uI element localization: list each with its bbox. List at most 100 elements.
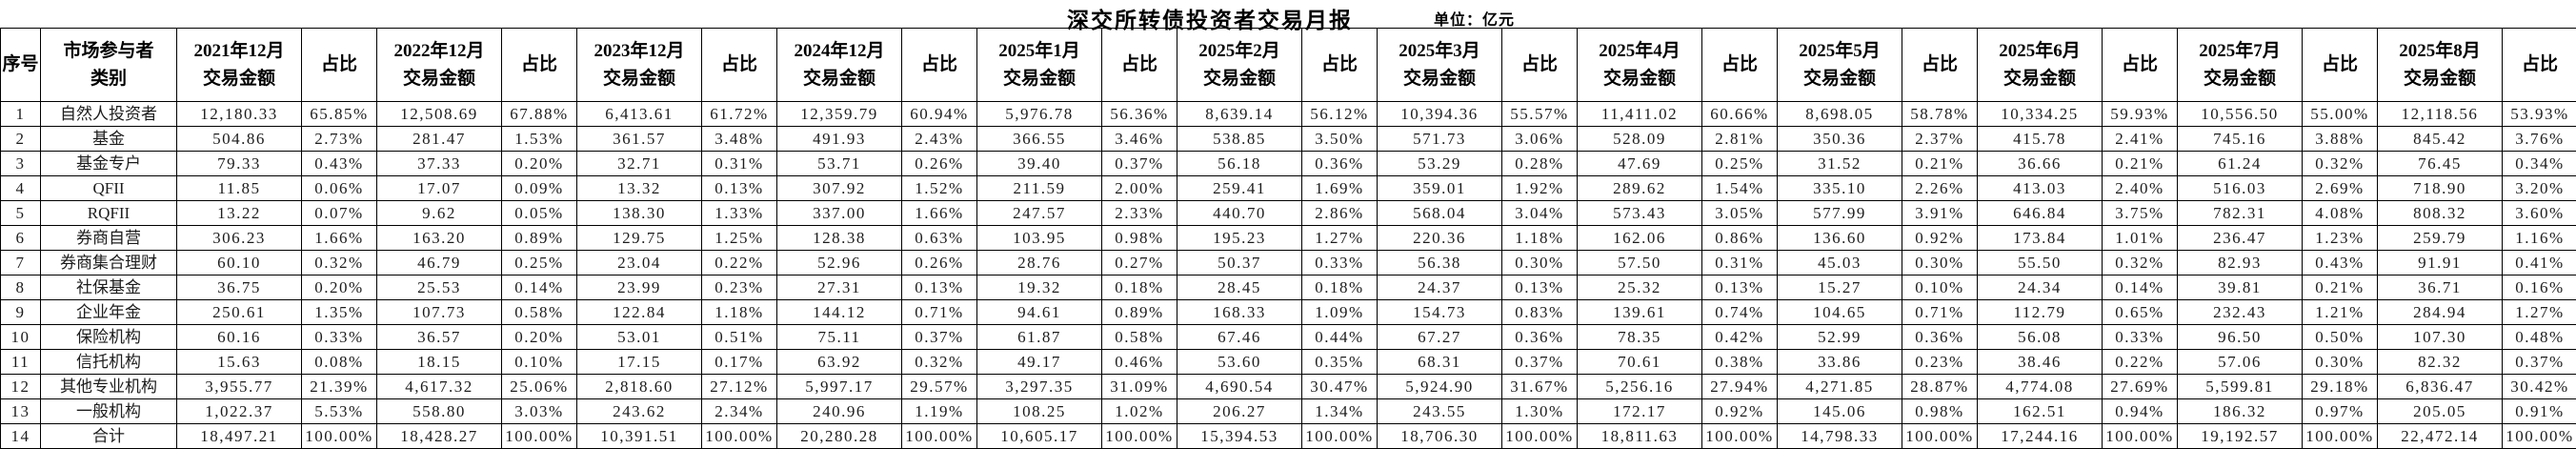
ratio-cell: 0.36%	[1301, 151, 1378, 176]
header-ratio-10-text: 占比	[2121, 54, 2158, 75]
participant-name-cell: 信托机构	[40, 349, 177, 375]
participant-name-cell: 保险机构	[40, 324, 177, 350]
header-month-amount-2-text: 交易金额	[402, 69, 475, 89]
ratio-cell: 1.30%	[1501, 398, 1578, 424]
amount-cell: 38.46	[1977, 349, 2103, 375]
header-month-amount-8: 2025年4月 交易金额	[1577, 28, 1702, 102]
table-row: 10 保险机构 60.16 0.33% 36.57 0.20% 53.01 0.51% 75.1…	[0, 324, 2576, 350]
table-header: 序号 市场参与者 类别 2021年12月 交易金额 占比 2022年12月 交易金额 占比 202…	[0, 28, 2576, 102]
ratio-cell: 0.37%	[1101, 151, 1177, 176]
participant-name-cell: 一般机构	[40, 398, 177, 424]
report-header: 深交所转债投资者交易月报 单位：亿元	[0, 0, 2576, 32]
header-month-amount-10-text: 交易金额	[2002, 69, 2076, 89]
row-no-cell: 7	[0, 250, 41, 276]
ratio-cell: 0.30%	[1501, 250, 1578, 276]
ratio-cell: 0.58%	[1101, 324, 1177, 350]
amount-cell: 82.93	[2177, 250, 2303, 276]
amount-cell: 366.55	[976, 126, 1102, 152]
ratio-cell: 0.23%	[1902, 349, 1978, 375]
header-ratio-7: 占比	[1501, 28, 1578, 102]
ratio-cell: 0.32%	[2102, 250, 2178, 276]
amount-cell: 18,497.21	[176, 423, 302, 449]
row-no-cell: 12	[0, 374, 41, 399]
header-month-amount-6-text: 交易金额	[1202, 69, 1276, 89]
ratio-cell: 0.35%	[1301, 349, 1378, 375]
ratio-cell: 56.12%	[1301, 101, 1378, 127]
ratio-cell: 0.23%	[701, 275, 777, 300]
header-row: 序号 市场参与者 类别 2021年12月 交易金额 占比 2022年12月 交易金额 占比 202…	[0, 28, 2576, 102]
header-month-amount-6: 2025年2月 交易金额	[1177, 28, 1302, 102]
ratio-cell: 2.86%	[1301, 200, 1378, 226]
ratio-cell: 0.58%	[501, 299, 577, 325]
table-body: 1 自然人投资者 12,180.33 65.85% 12,508.69 67.88% 6,4…	[0, 101, 2576, 449]
ratio-cell: 1.54%	[1701, 175, 1778, 201]
amount-cell: 45.03	[1777, 250, 1902, 276]
ratio-cell: 100.00%	[1301, 423, 1378, 449]
amount-cell: 61.24	[2177, 151, 2303, 176]
row-no-cell: 10	[0, 324, 41, 350]
amount-cell: 12,180.33	[176, 101, 302, 127]
ratio-cell: 0.48%	[2502, 324, 2576, 350]
amount-cell: 53.71	[776, 151, 902, 176]
ratio-cell: 0.22%	[701, 250, 777, 276]
ratio-cell: 0.83%	[1501, 299, 1578, 325]
header-index: 序号	[0, 28, 41, 102]
row-no-cell: 6	[0, 225, 41, 251]
amount-cell: 337.00	[776, 200, 902, 226]
ratio-cell: 0.51%	[701, 324, 777, 350]
ratio-cell: 31.67%	[1501, 374, 1578, 399]
row-no-cell: 9	[0, 299, 41, 325]
amount-cell: 15.63	[176, 349, 302, 375]
amount-cell: 745.16	[2177, 126, 2303, 152]
row-no-cell: 8	[0, 275, 41, 300]
ratio-cell: 67.88%	[501, 101, 577, 127]
amount-cell: 13.22	[176, 200, 302, 226]
table-row: 3 基金专户 79.33 0.43% 37.33 0.20% 32.71 0.31% 53.71…	[0, 151, 2576, 176]
ratio-cell: 0.42%	[1701, 324, 1778, 350]
amount-cell: 415.78	[1977, 126, 2103, 152]
header-ratio-5-text: 占比	[1120, 54, 1157, 75]
header-month-amount-5: 2025年1月 交易金额	[976, 28, 1102, 102]
amount-cell: 10,605.17	[976, 423, 1102, 449]
ratio-cell: 0.25%	[501, 250, 577, 276]
ratio-cell: 1.66%	[301, 225, 377, 251]
amount-cell: 538.85	[1177, 126, 1302, 152]
amount-cell: 504.86	[176, 126, 302, 152]
ratio-cell: 1.27%	[1301, 225, 1378, 251]
ratio-cell: 0.36%	[1501, 324, 1578, 350]
table-row: 9 企业年金 250.61 1.35% 107.73 0.58% 122.84 1.18% 14…	[0, 299, 2576, 325]
ratio-cell: 0.26%	[901, 250, 977, 276]
ratio-cell: 0.41%	[2502, 250, 2576, 276]
unit-label: 单位：亿元	[1434, 12, 1516, 29]
amount-cell: 13.32	[576, 175, 702, 201]
amount-cell: 18,706.30	[1377, 423, 1502, 449]
ratio-cell: 30.47%	[1301, 374, 1378, 399]
ratio-cell: 0.63%	[901, 225, 977, 251]
participant-name-cell: 券商集合理财	[40, 250, 177, 276]
amount-cell: 568.04	[1377, 200, 1502, 226]
ratio-cell: 1.52%	[901, 175, 977, 201]
header-month-amount-3-text: 交易金额	[602, 69, 675, 89]
ratio-cell: 100.00%	[2502, 423, 2576, 449]
amount-cell: 107.73	[376, 299, 502, 325]
header-ratio-8: 占比	[1701, 28, 1778, 102]
ratio-cell: 0.89%	[1101, 299, 1177, 325]
ratio-cell: 0.13%	[701, 175, 777, 201]
ratio-cell: 0.13%	[1501, 275, 1578, 300]
ratio-cell: 2.34%	[701, 398, 777, 424]
ratio-cell: 0.34%	[2502, 151, 2576, 176]
amount-cell: 11.85	[176, 175, 302, 201]
amount-cell: 49.17	[976, 349, 1102, 375]
ratio-cell: 1.09%	[1301, 299, 1378, 325]
ratio-cell: 25.06%	[501, 374, 577, 399]
ratio-cell: 0.18%	[1101, 275, 1177, 300]
amount-cell: 57.50	[1577, 250, 1702, 276]
ratio-cell: 0.97%	[2302, 398, 2378, 424]
amount-cell: 284.94	[2377, 299, 2503, 325]
amount-cell: 162.51	[1977, 398, 2103, 424]
ratio-cell: 2.43%	[901, 126, 977, 152]
header-month-amount-3-text: 2023年12月	[594, 40, 685, 61]
amount-cell: 211.59	[976, 175, 1102, 201]
amount-cell: 53.29	[1377, 151, 1502, 176]
ratio-cell: 0.30%	[1902, 250, 1978, 276]
